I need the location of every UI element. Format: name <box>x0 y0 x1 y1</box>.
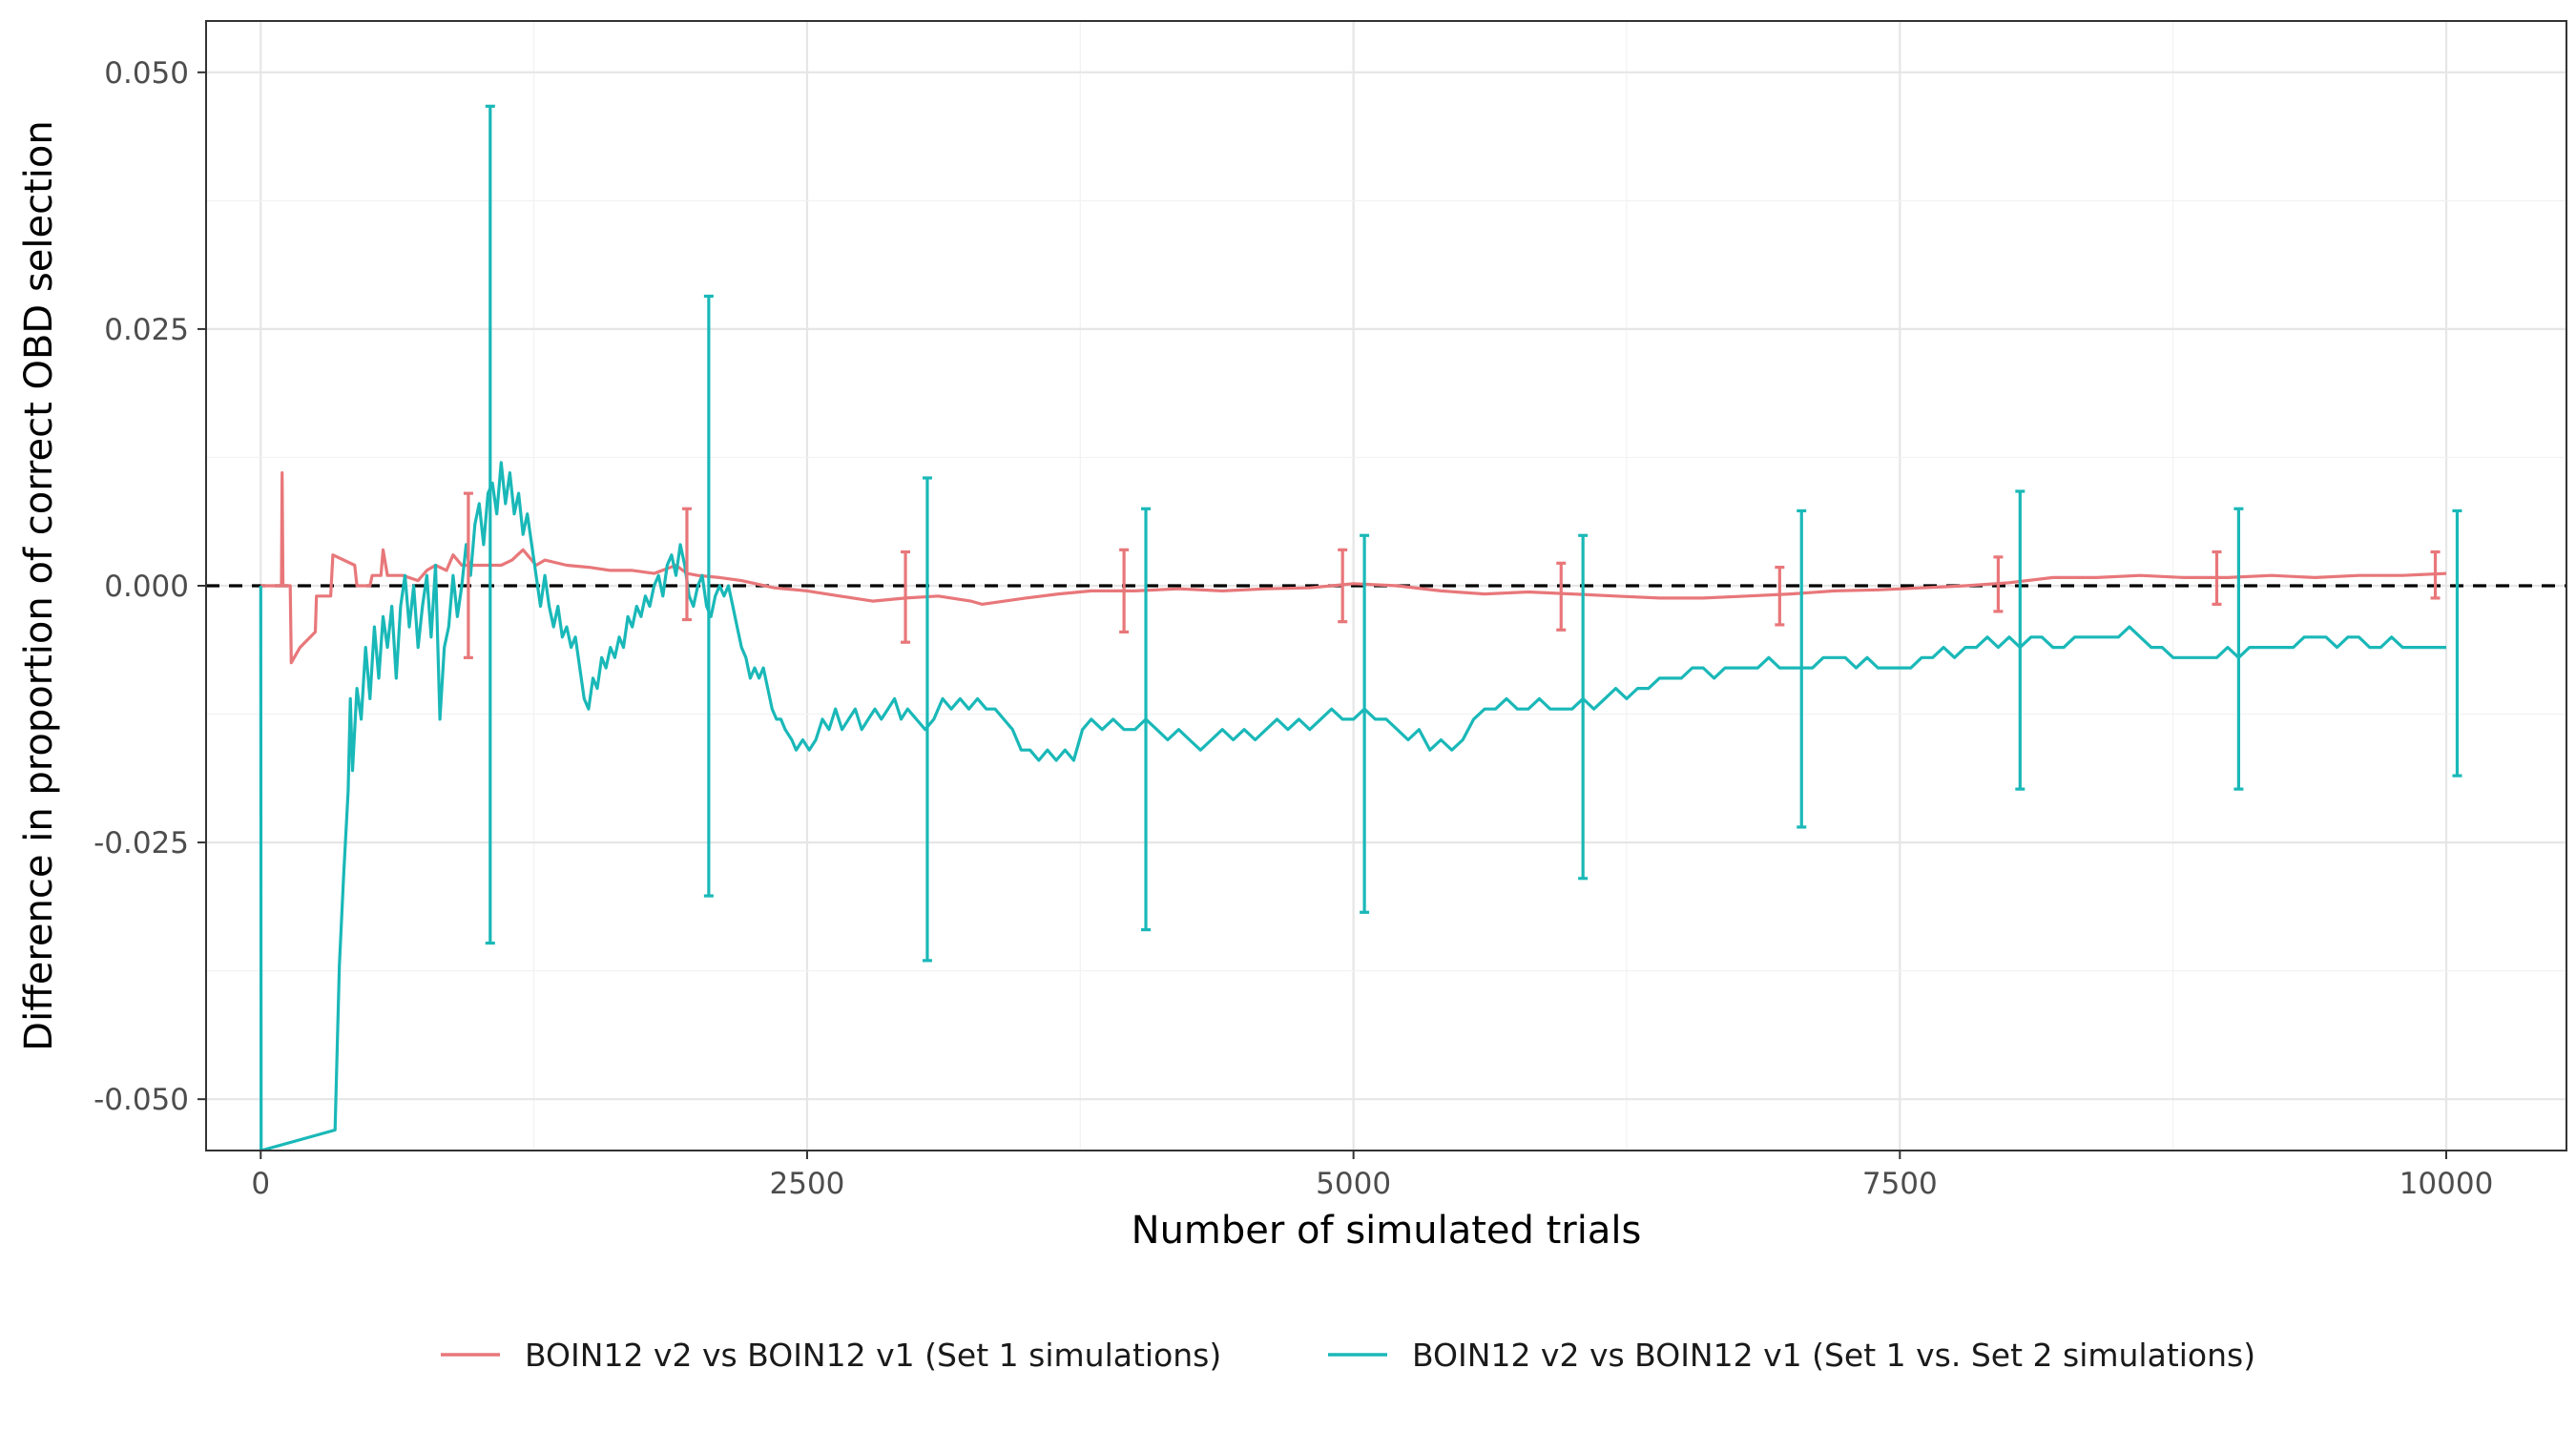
error-bar-series-1 <box>681 507 692 622</box>
y-tick-label: -0.025 <box>93 826 189 861</box>
error-bar-series-2 <box>2452 508 2462 778</box>
y-tick-label: 0.000 <box>104 570 189 604</box>
error-bar-series-1 <box>1556 561 1567 632</box>
error-bar-series-1 <box>1775 566 1785 627</box>
legend-label: BOIN12 v2 vs BOIN12 v1 (Set 1 simulation… <box>525 1337 1221 1374</box>
y-tick-label: 0.025 <box>104 313 189 347</box>
error-bar-series-1 <box>2430 550 2441 600</box>
error-bar-series-2 <box>922 476 932 963</box>
legend-item-2: BOIN12 v2 vs BOIN12 v1 (Set 1 vs. Set 2 … <box>1328 1337 2255 1374</box>
x-tick-label: 0 <box>251 1167 270 1201</box>
error-bar-series-2 <box>2233 507 2244 791</box>
error-bar-series-2 <box>2015 489 2025 791</box>
error-bar-series-1 <box>1993 555 2004 613</box>
legend: BOIN12 v2 vs BOIN12 v1 (Set 1 simulation… <box>441 1337 2255 1374</box>
axis-layer: 0 2500 5000 7500 10000 -0.050 -0.025 0.000 0.025… <box>93 56 2493 1201</box>
legend-item-1: BOIN12 v2 vs BOIN12 v1 (Set 1 simulation… <box>441 1337 1221 1374</box>
error-bar-series-2 <box>703 294 714 898</box>
y-axis-title: Difference in proportion of correct OBD … <box>17 120 61 1050</box>
y-tick-label: -0.050 <box>93 1083 189 1117</box>
error-bar-series-1 <box>1119 548 1130 634</box>
error-bar-series-1 <box>463 491 473 659</box>
x-tick-label: 10000 <box>2399 1167 2494 1201</box>
error-bar-series-2 <box>1578 533 1589 881</box>
series-line-2 <box>259 461 2446 1151</box>
legend-label: BOIN12 v2 vs BOIN12 v1 (Set 1 vs. Set 2 … <box>1412 1337 2255 1374</box>
error-bar-layer <box>463 104 2462 963</box>
x-axis-title: Number of simulated trials <box>1132 1209 1642 1253</box>
error-bar-series-2 <box>1360 533 1370 914</box>
y-tick-label: 0.050 <box>104 56 189 91</box>
error-bar-series-1 <box>1338 548 1348 624</box>
error-bar-series-1 <box>2212 550 2222 606</box>
error-bar-series-1 <box>901 550 911 644</box>
series-line-1 <box>260 471 2447 665</box>
x-tick-label: 5000 <box>1316 1167 1391 1201</box>
error-bar-series-2 <box>1797 508 1807 829</box>
x-tick-label: 2500 <box>770 1167 845 1201</box>
x-tick-label: 7500 <box>1862 1167 1938 1201</box>
series-layer <box>259 461 2447 1151</box>
error-bar-series-2 <box>485 104 495 945</box>
error-bar-series-2 <box>1141 507 1152 932</box>
